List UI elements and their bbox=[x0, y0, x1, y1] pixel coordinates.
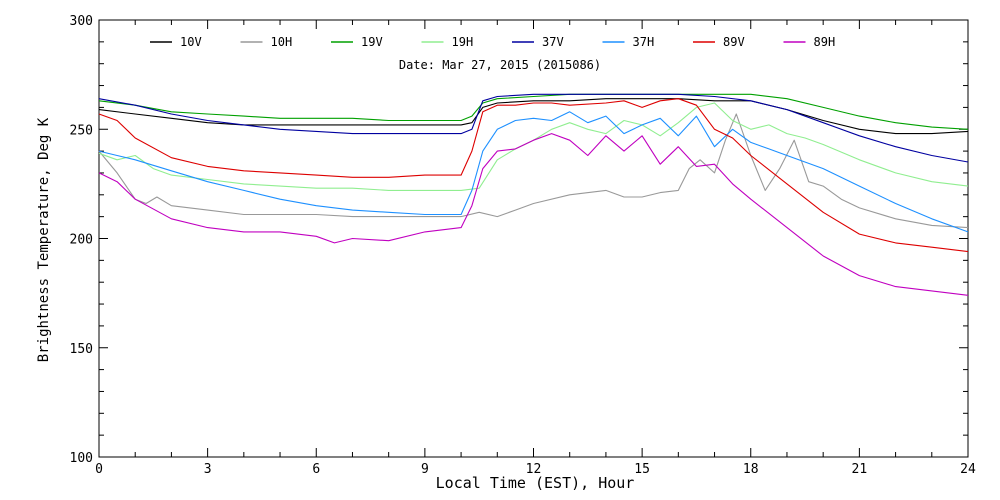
x-axis-label: Local Time (EST), Hour bbox=[436, 474, 635, 492]
y-tick-label: 200 bbox=[70, 233, 93, 248]
series-line-10h bbox=[98, 113, 969, 229]
x-tick-label: 21 bbox=[852, 462, 868, 477]
legend-label-10v: 10V bbox=[180, 35, 202, 49]
y-tick-label: 100 bbox=[70, 451, 93, 466]
y-tick-label: 150 bbox=[70, 342, 93, 357]
x-tick-label: 6 bbox=[312, 462, 320, 477]
series-line-19h bbox=[98, 102, 969, 191]
legend-label-37v: 37V bbox=[542, 35, 564, 49]
x-tick-label: 9 bbox=[421, 462, 429, 477]
series-line-89h bbox=[98, 133, 969, 296]
legend-label-19v: 19V bbox=[361, 35, 383, 49]
legend-label-10h: 10H bbox=[271, 35, 293, 49]
series-line-37v bbox=[98, 93, 969, 163]
x-tick-label: 24 bbox=[960, 462, 976, 477]
x-tick-label: 18 bbox=[743, 462, 759, 477]
y-axis: 100 150 200 250 300 bbox=[70, 14, 968, 466]
legend-label-19h: 19H bbox=[452, 35, 474, 49]
plot-frame bbox=[98, 19, 969, 458]
y-tick-label: 250 bbox=[70, 123, 93, 138]
series-line-37h bbox=[98, 111, 969, 233]
series-line-89v bbox=[98, 98, 969, 253]
x-tick-label: 15 bbox=[634, 462, 650, 477]
chart-annotation: Date: Mar 27, 2015 (2015086) bbox=[399, 58, 601, 72]
x-tick-label: 12 bbox=[526, 462, 542, 477]
series-line-10v bbox=[98, 98, 969, 135]
y-tick-label: 300 bbox=[70, 14, 93, 29]
legend-label-89v: 89V bbox=[723, 35, 745, 49]
x-tick-label: 0 bbox=[95, 462, 103, 477]
series-lines bbox=[98, 93, 969, 296]
series-line-19v bbox=[98, 93, 969, 130]
y-axis-label: Brightness Temperature, Deg K bbox=[36, 117, 52, 362]
legend: 10V 10H 19V 19H 37V 37H 89V 89H bbox=[150, 35, 835, 49]
plot-frame-rect bbox=[98, 19, 969, 458]
x-tick-label: 3 bbox=[204, 462, 212, 477]
legend-label-37h: 37H bbox=[633, 35, 655, 49]
x-axis: 0 3 6 9 12 15 18 21 24 bbox=[95, 20, 976, 477]
legend-label-89h: 89H bbox=[814, 35, 836, 49]
